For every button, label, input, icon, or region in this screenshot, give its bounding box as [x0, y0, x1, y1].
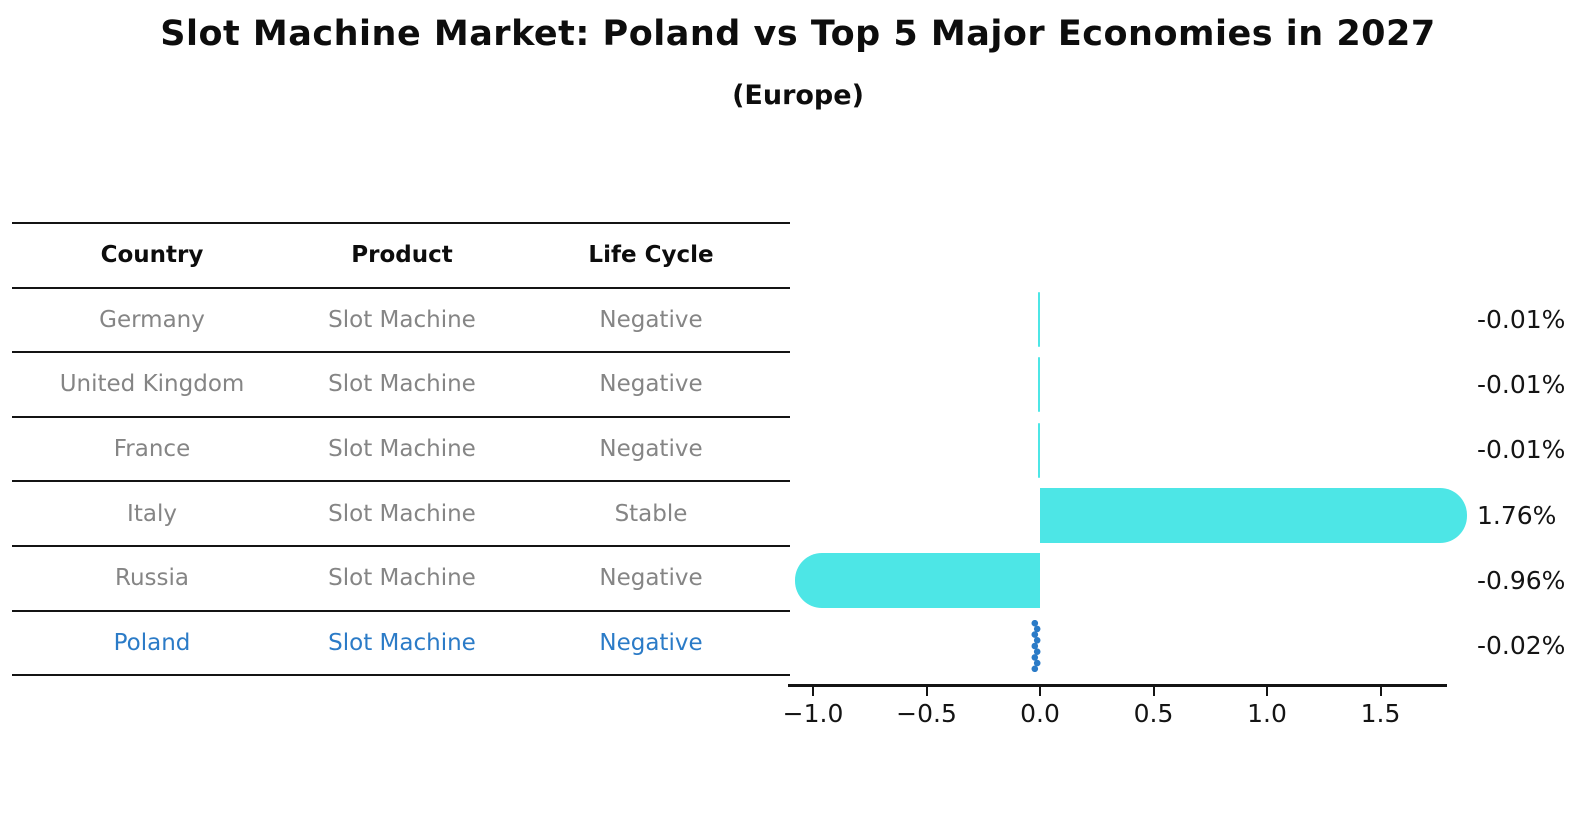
x-tick: [1379, 686, 1382, 696]
cell-country: France: [113, 436, 191, 463]
cell-country: Russia: [115, 565, 189, 592]
cell-country: Poland: [113, 629, 191, 656]
value-label: 1.76%: [1477, 500, 1557, 530]
cell-country: Germany: [99, 306, 205, 333]
table-row: Russia Slot Machine Negative: [12, 547, 790, 612]
data-bar: [1037, 357, 1040, 412]
table-row: United Kingdom Slot Machine Negative: [12, 353, 790, 418]
chart-subtitle: (Europe): [732, 80, 864, 111]
x-tick: [812, 686, 814, 696]
poland-squiggle-bar: [1031, 619, 1041, 672]
x-tick: [1039, 686, 1041, 696]
chart-title: Slot Machine Market: Poland vs Top 5 Maj…: [160, 14, 1436, 54]
data-bar: [1037, 422, 1040, 478]
cell-product: Slot Machine: [328, 371, 476, 398]
cell-life-cycle: Negative: [599, 371, 703, 398]
x-tick: [925, 686, 928, 696]
header-cell-product: Product: [351, 242, 453, 269]
value-label: -0.96%: [1477, 565, 1566, 595]
x-tick: [1266, 686, 1268, 696]
x-tick-label: 0.0: [1020, 699, 1060, 728]
data-bar: [795, 553, 1040, 608]
header-cell-life-cycle: Life Cycle: [588, 242, 714, 269]
x-tick-label: 1.0: [1247, 699, 1287, 728]
value-label: -0.01%: [1477, 369, 1566, 399]
table-row: Germany Slot Machine Negative: [12, 289, 790, 354]
cell-life-cycle: Negative: [599, 565, 703, 592]
table-row: France Slot Machine Negative: [12, 418, 790, 483]
cell-life-cycle: Negative: [599, 629, 703, 656]
cell-product: Slot Machine: [328, 436, 476, 463]
table-row: Italy Slot Machine Stable: [12, 482, 790, 547]
x-tick-label: −1.0: [782, 699, 844, 728]
table-body: Germany Slot Machine Negative United Kingdo…: [12, 289, 790, 677]
data-bar: [1037, 292, 1040, 347]
cell-life-cycle: Stable: [614, 500, 688, 527]
value-label: -0.02%: [1477, 630, 1566, 660]
cell-country: United Kingdom: [59, 371, 245, 398]
value-label: -0.01%: [1477, 435, 1566, 464]
cell-life-cycle: Negative: [599, 436, 703, 463]
cell-product: Slot Machine: [328, 565, 476, 592]
cell-product: Slot Machine: [328, 629, 476, 656]
cell-country: Italy: [127, 500, 177, 527]
data-bar: [1040, 488, 1467, 543]
x-tick-label: −0.5: [896, 699, 957, 728]
value-label: -0.01%: [1477, 304, 1566, 334]
header-cell-country: Country: [100, 242, 204, 269]
table-row: Poland Slot Machine Negative: [12, 612, 790, 677]
x-axis-line: [788, 684, 1447, 687]
cell-life-cycle: Negative: [599, 306, 703, 333]
comparison-table: Country Product Life Cycle Germany Slot M…: [12, 222, 790, 677]
cell-product: Slot Machine: [328, 306, 476, 333]
x-tick-label: 0.5: [1133, 699, 1174, 728]
x-tick: [1152, 686, 1155, 696]
cell-product: Slot Machine: [328, 500, 476, 527]
x-tick-label: 1.5: [1360, 699, 1401, 728]
table-header-row: Country Product Life Cycle: [12, 224, 790, 289]
